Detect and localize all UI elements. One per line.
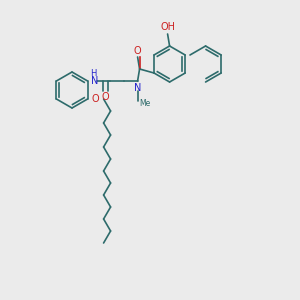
Text: O: O xyxy=(102,92,110,102)
Text: O: O xyxy=(134,46,141,56)
Text: Me: Me xyxy=(140,100,151,109)
Text: N: N xyxy=(91,76,98,86)
Text: H: H xyxy=(91,68,97,77)
Text: OH: OH xyxy=(160,22,175,32)
Text: N: N xyxy=(134,83,141,93)
Text: O: O xyxy=(92,94,99,104)
